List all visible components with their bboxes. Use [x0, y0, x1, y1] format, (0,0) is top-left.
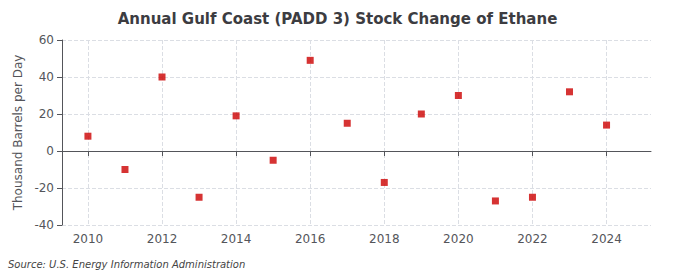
- svg-text:2020: 2020: [443, 232, 474, 246]
- svg-text:2014: 2014: [221, 232, 252, 246]
- svg-text:-40: -40: [34, 218, 54, 232]
- svg-text:0: 0: [46, 144, 54, 158]
- svg-text:Thousand Barrels per Day: Thousand Barrels per Day: [11, 55, 25, 212]
- svg-text:Source: U.S. Energy Informatio: Source: U.S. Energy Information Administ…: [8, 259, 245, 270]
- svg-text:Annual Gulf Coast (PADD 3) Sto: Annual Gulf Coast (PADD 3) Stock Change …: [118, 10, 558, 28]
- svg-text:60: 60: [39, 33, 54, 47]
- svg-text:2016: 2016: [295, 232, 326, 246]
- svg-text:2010: 2010: [73, 232, 104, 246]
- svg-text:20: 20: [39, 107, 54, 121]
- svg-text:2012: 2012: [147, 232, 178, 246]
- svg-text:-20: -20: [34, 181, 54, 195]
- svg-text:2022: 2022: [517, 232, 548, 246]
- svg-text:40: 40: [39, 70, 54, 84]
- svg-text:2024: 2024: [591, 232, 622, 246]
- svg-text:2018: 2018: [369, 232, 400, 246]
